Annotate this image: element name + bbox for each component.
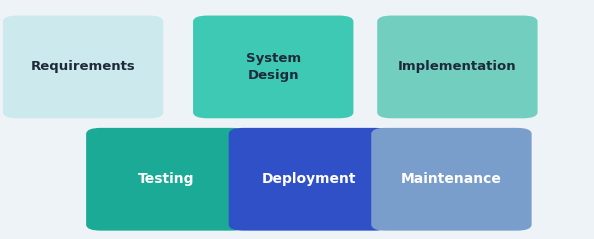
Text: Testing: Testing [138,172,195,186]
FancyBboxPatch shape [86,128,247,231]
Text: System
Design: System Design [246,52,301,82]
FancyBboxPatch shape [3,16,163,118]
FancyBboxPatch shape [377,16,538,118]
Text: Deployment: Deployment [261,172,356,186]
Text: Implementation: Implementation [398,60,517,73]
FancyBboxPatch shape [229,128,389,231]
FancyBboxPatch shape [371,128,532,231]
FancyBboxPatch shape [193,16,353,118]
Text: Maintenance: Maintenance [401,172,502,186]
Text: Requirements: Requirements [31,60,135,73]
